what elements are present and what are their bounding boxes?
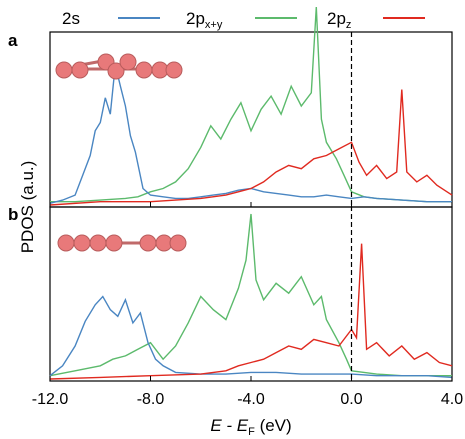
legend-label-2pxy: 2px+y — [186, 9, 223, 31]
panel-b-plot-area — [49, 206, 453, 381]
series-line-2s-panel-a — [49, 64, 452, 204]
panel-label-b: b — [8, 205, 18, 224]
y-axis-label: PDOS (a.u.) — [18, 161, 37, 254]
panel-a: a — [8, 6, 453, 208]
x-tick-label-0: -12.0 — [32, 391, 69, 408]
x-axis-label-unit: (eV) — [255, 416, 292, 435]
x-axis-label: E - EF (eV) — [210, 416, 291, 438]
panel-a-plot-area — [49, 6, 453, 207]
x-tick-label-4: 4.0 — [441, 391, 463, 408]
panel-b: b — [8, 205, 453, 382]
legend-label-2s: 2s — [62, 9, 80, 28]
x-axis-label-main: E - E — [210, 416, 248, 435]
series-line-2pz-panel-a — [49, 89, 453, 206]
x-tick-label-1: -8.0 — [137, 391, 165, 408]
x-tick-label-3: 0.0 — [340, 391, 362, 408]
panel-label-a: a — [8, 31, 18, 50]
molecule-chain-a-icon — [55, 53, 183, 80]
legend-label-2pz-main: 2p — [327, 9, 346, 28]
legend-label-2pz: 2pz — [327, 9, 351, 31]
x-tick-label-2: -4.0 — [237, 391, 265, 408]
legend: 2s 2px+y 2pz — [62, 9, 425, 31]
x-axis-label-sub: F — [248, 426, 255, 438]
series-line-2pxy-panel-a — [50, 6, 452, 203]
legend-label-2pxy-sub: x+y — [205, 19, 223, 31]
series-line-2pz-panel-b — [49, 243, 453, 380]
legend-label-2pxy-main: 2p — [186, 9, 205, 28]
panel-b-frame — [49, 206, 453, 382]
series-line-2s-panel-b — [49, 295, 453, 379]
molecule-chain-b-icon — [57, 234, 187, 252]
x-axis-ticks: -12.0 -8.0 -4.0 0.0 4.0 — [32, 391, 463, 408]
series-line-2pxy-panel-b — [49, 213, 452, 377]
legend-label-2pz-sub: z — [346, 19, 352, 31]
